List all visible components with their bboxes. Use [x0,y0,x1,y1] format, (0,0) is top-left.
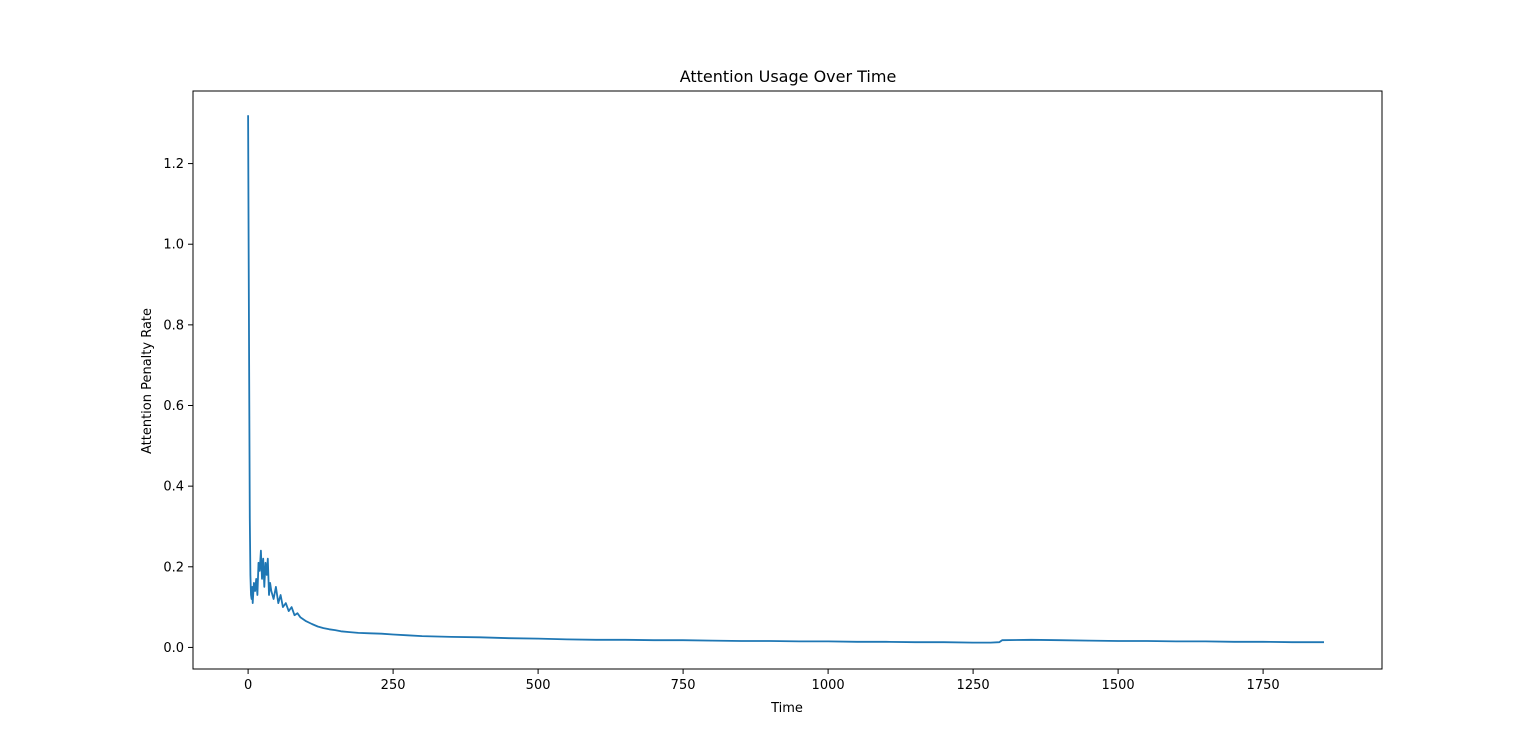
y-tick-label: 1.0 [163,238,184,253]
y-tick-label: 0.8 [163,318,184,333]
y-tick-label: 0.2 [163,560,184,575]
x-tick-label: 1250 [957,678,990,693]
y-axis-label: Attention Penalty Rate [140,308,155,454]
axes-frame [192,90,1383,670]
y-tick-label: 0.4 [163,480,184,495]
x-tick-label: 1000 [812,678,845,693]
y-tick-label: 0.6 [163,399,184,414]
x-tick-label: 1750 [1247,678,1280,693]
series-line [247,115,1324,644]
y-tick-label: 0.0 [163,641,184,656]
y-axis-ticks: 0.0 0.2 0.4 0.6 0.8 1.0 1.2 [163,157,193,656]
plot-area [247,115,1324,644]
x-tick-label: 0 [244,678,252,693]
chart-title: Attention Usage Over Time [680,67,897,86]
y-tick-label: 1.2 [163,157,184,172]
x-tick-label: 250 [381,678,406,693]
x-axis-ticks: 0 250 500 750 1000 1250 1500 1750 [244,669,1280,693]
x-tick-label: 500 [526,678,551,693]
x-axis-label: Time [770,701,803,716]
x-tick-label: 750 [671,678,696,693]
x-tick-label: 1500 [1102,678,1135,693]
